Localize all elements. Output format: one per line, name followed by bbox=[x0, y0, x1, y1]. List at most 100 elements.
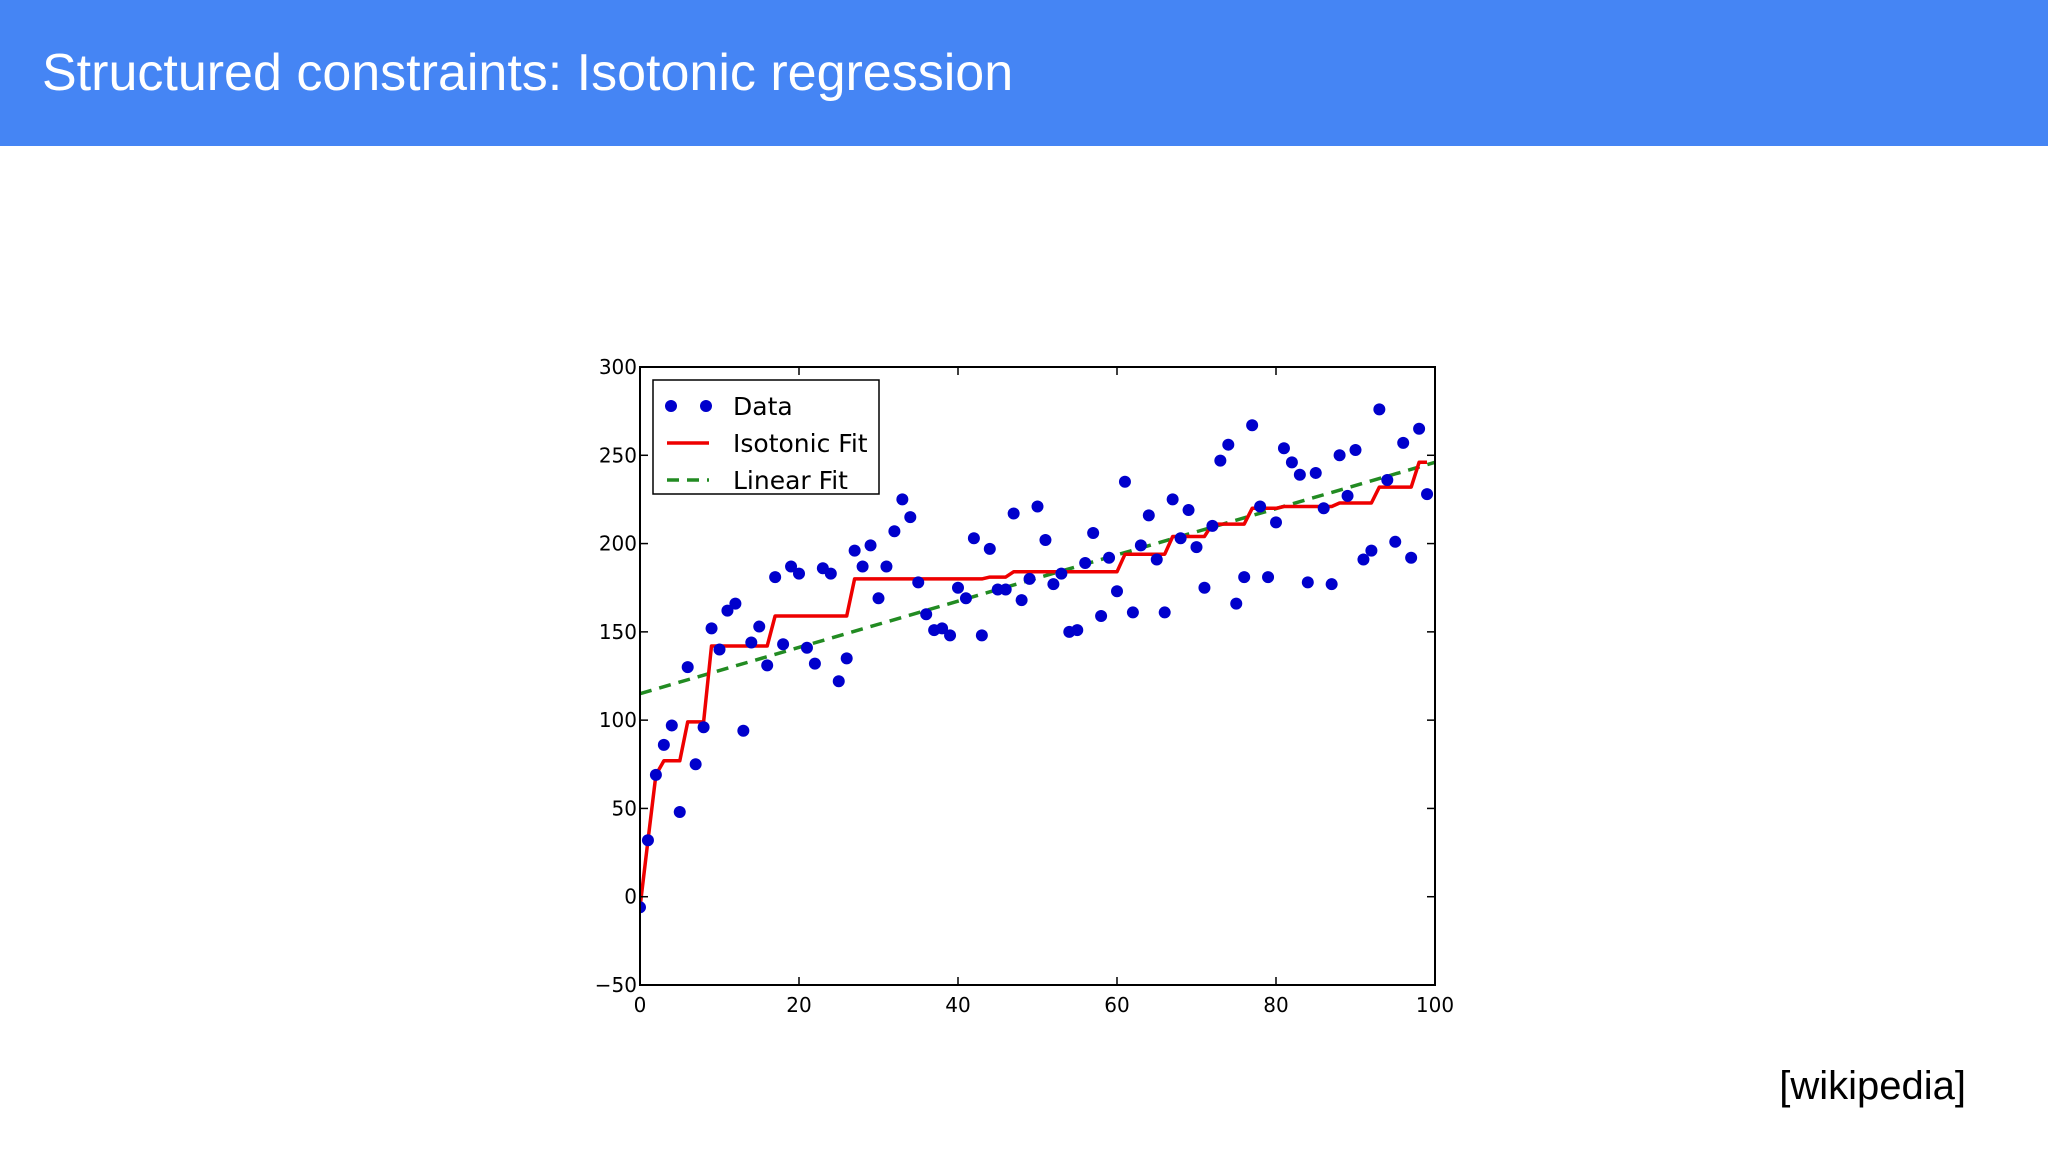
data-point bbox=[1254, 500, 1267, 513]
data-point bbox=[904, 511, 917, 524]
data-point bbox=[1015, 594, 1028, 607]
data-point bbox=[888, 525, 901, 538]
legend-label: Data bbox=[733, 392, 793, 421]
data-point bbox=[769, 571, 782, 584]
data-point bbox=[1039, 534, 1052, 547]
data-point bbox=[689, 758, 702, 771]
data-point bbox=[1007, 507, 1020, 520]
data-point bbox=[1405, 551, 1418, 564]
data-point bbox=[1023, 572, 1036, 585]
data-point bbox=[1095, 609, 1108, 622]
x-tick-label: 100 bbox=[1416, 993, 1454, 1017]
legend-label: Linear Fit bbox=[733, 466, 848, 495]
data-point bbox=[705, 622, 718, 635]
data-point bbox=[649, 768, 662, 781]
data-point bbox=[1309, 466, 1322, 479]
y-tick-label: 200 bbox=[599, 532, 637, 556]
data-point bbox=[1166, 493, 1179, 506]
legend-data-marker bbox=[665, 400, 677, 412]
y-tick-label: 50 bbox=[612, 796, 637, 820]
data-point bbox=[1325, 578, 1338, 591]
data-point bbox=[1317, 502, 1330, 515]
data-point bbox=[1285, 456, 1298, 469]
x-tick-label: 80 bbox=[1263, 993, 1288, 1017]
data-point bbox=[1230, 597, 1243, 610]
source-citation: [wikipedia] bbox=[1779, 1064, 1966, 1108]
linear-fit-line bbox=[640, 460, 1435, 696]
data-point bbox=[713, 643, 726, 656]
data-point bbox=[721, 604, 734, 617]
data-point bbox=[975, 629, 988, 642]
y-tick-label: 100 bbox=[599, 708, 637, 732]
legend-data-marker bbox=[700, 400, 712, 412]
data-point bbox=[1174, 532, 1187, 545]
data-point bbox=[1262, 571, 1275, 584]
data-point bbox=[1373, 403, 1386, 416]
data-point bbox=[745, 636, 758, 649]
data-point bbox=[640, 901, 646, 914]
data-point bbox=[800, 641, 813, 654]
slide-title: Structured constraints: Isotonic regress… bbox=[42, 44, 1014, 102]
data-point bbox=[1182, 504, 1195, 517]
data-point bbox=[1301, 576, 1314, 589]
data-point bbox=[1142, 509, 1155, 522]
data-point bbox=[824, 567, 837, 580]
data-point bbox=[832, 675, 845, 688]
data-point bbox=[872, 592, 885, 605]
data-point bbox=[1031, 500, 1044, 513]
data-point bbox=[1079, 556, 1092, 569]
data-point bbox=[1055, 567, 1068, 580]
plot-border bbox=[639, 366, 1436, 986]
data-point bbox=[1389, 535, 1402, 548]
data-point bbox=[856, 560, 869, 573]
data-point bbox=[1421, 488, 1434, 501]
y-tick-label: 0 bbox=[624, 885, 637, 909]
data-point bbox=[673, 805, 686, 818]
data-point bbox=[729, 597, 742, 610]
y-tick-label: 300 bbox=[599, 355, 637, 379]
data-point bbox=[1198, 581, 1211, 594]
data-point bbox=[761, 659, 774, 672]
data-point bbox=[1103, 551, 1116, 564]
data-point bbox=[777, 638, 790, 651]
x-tick-label: 60 bbox=[1104, 993, 1129, 1017]
data-point bbox=[1341, 489, 1354, 502]
data-point bbox=[1397, 436, 1410, 449]
chart-legend: Data Isotonic Fit Linear Fit bbox=[652, 379, 880, 495]
data-point bbox=[952, 581, 964, 594]
x-tick-label: 0 bbox=[634, 993, 647, 1017]
data-point bbox=[864, 539, 877, 552]
data-point bbox=[936, 622, 949, 635]
data-point bbox=[959, 592, 972, 605]
x-tick-label: 40 bbox=[945, 993, 970, 1017]
data-point bbox=[848, 544, 861, 557]
y-tick-label: 150 bbox=[599, 620, 637, 644]
data-point bbox=[1158, 606, 1171, 619]
x-tick-label: 20 bbox=[786, 993, 811, 1017]
data-point bbox=[697, 721, 710, 734]
data-point bbox=[737, 724, 750, 737]
data-point bbox=[641, 834, 654, 847]
data-point bbox=[1047, 578, 1060, 591]
data-point bbox=[1134, 539, 1147, 552]
y-tick-label: −50 bbox=[595, 973, 637, 997]
data-point bbox=[808, 657, 821, 670]
data-point bbox=[1270, 516, 1282, 529]
data-point bbox=[1246, 419, 1259, 432]
data-point bbox=[896, 493, 909, 506]
data-point bbox=[1087, 526, 1100, 539]
data-point bbox=[785, 560, 798, 573]
data-point bbox=[1190, 541, 1203, 554]
axes-frame bbox=[639, 366, 1436, 986]
data-point bbox=[967, 532, 980, 545]
legend-label: Isotonic Fit bbox=[733, 429, 868, 458]
data-point bbox=[1413, 422, 1426, 435]
data-point bbox=[753, 620, 766, 633]
isotonic-fit-line bbox=[640, 460, 1427, 908]
data-point bbox=[1277, 442, 1290, 455]
data-point bbox=[1333, 449, 1346, 462]
data-point bbox=[1349, 443, 1362, 456]
slide-header-bar: Structured constraints: Isotonic regress… bbox=[0, 0, 2048, 146]
